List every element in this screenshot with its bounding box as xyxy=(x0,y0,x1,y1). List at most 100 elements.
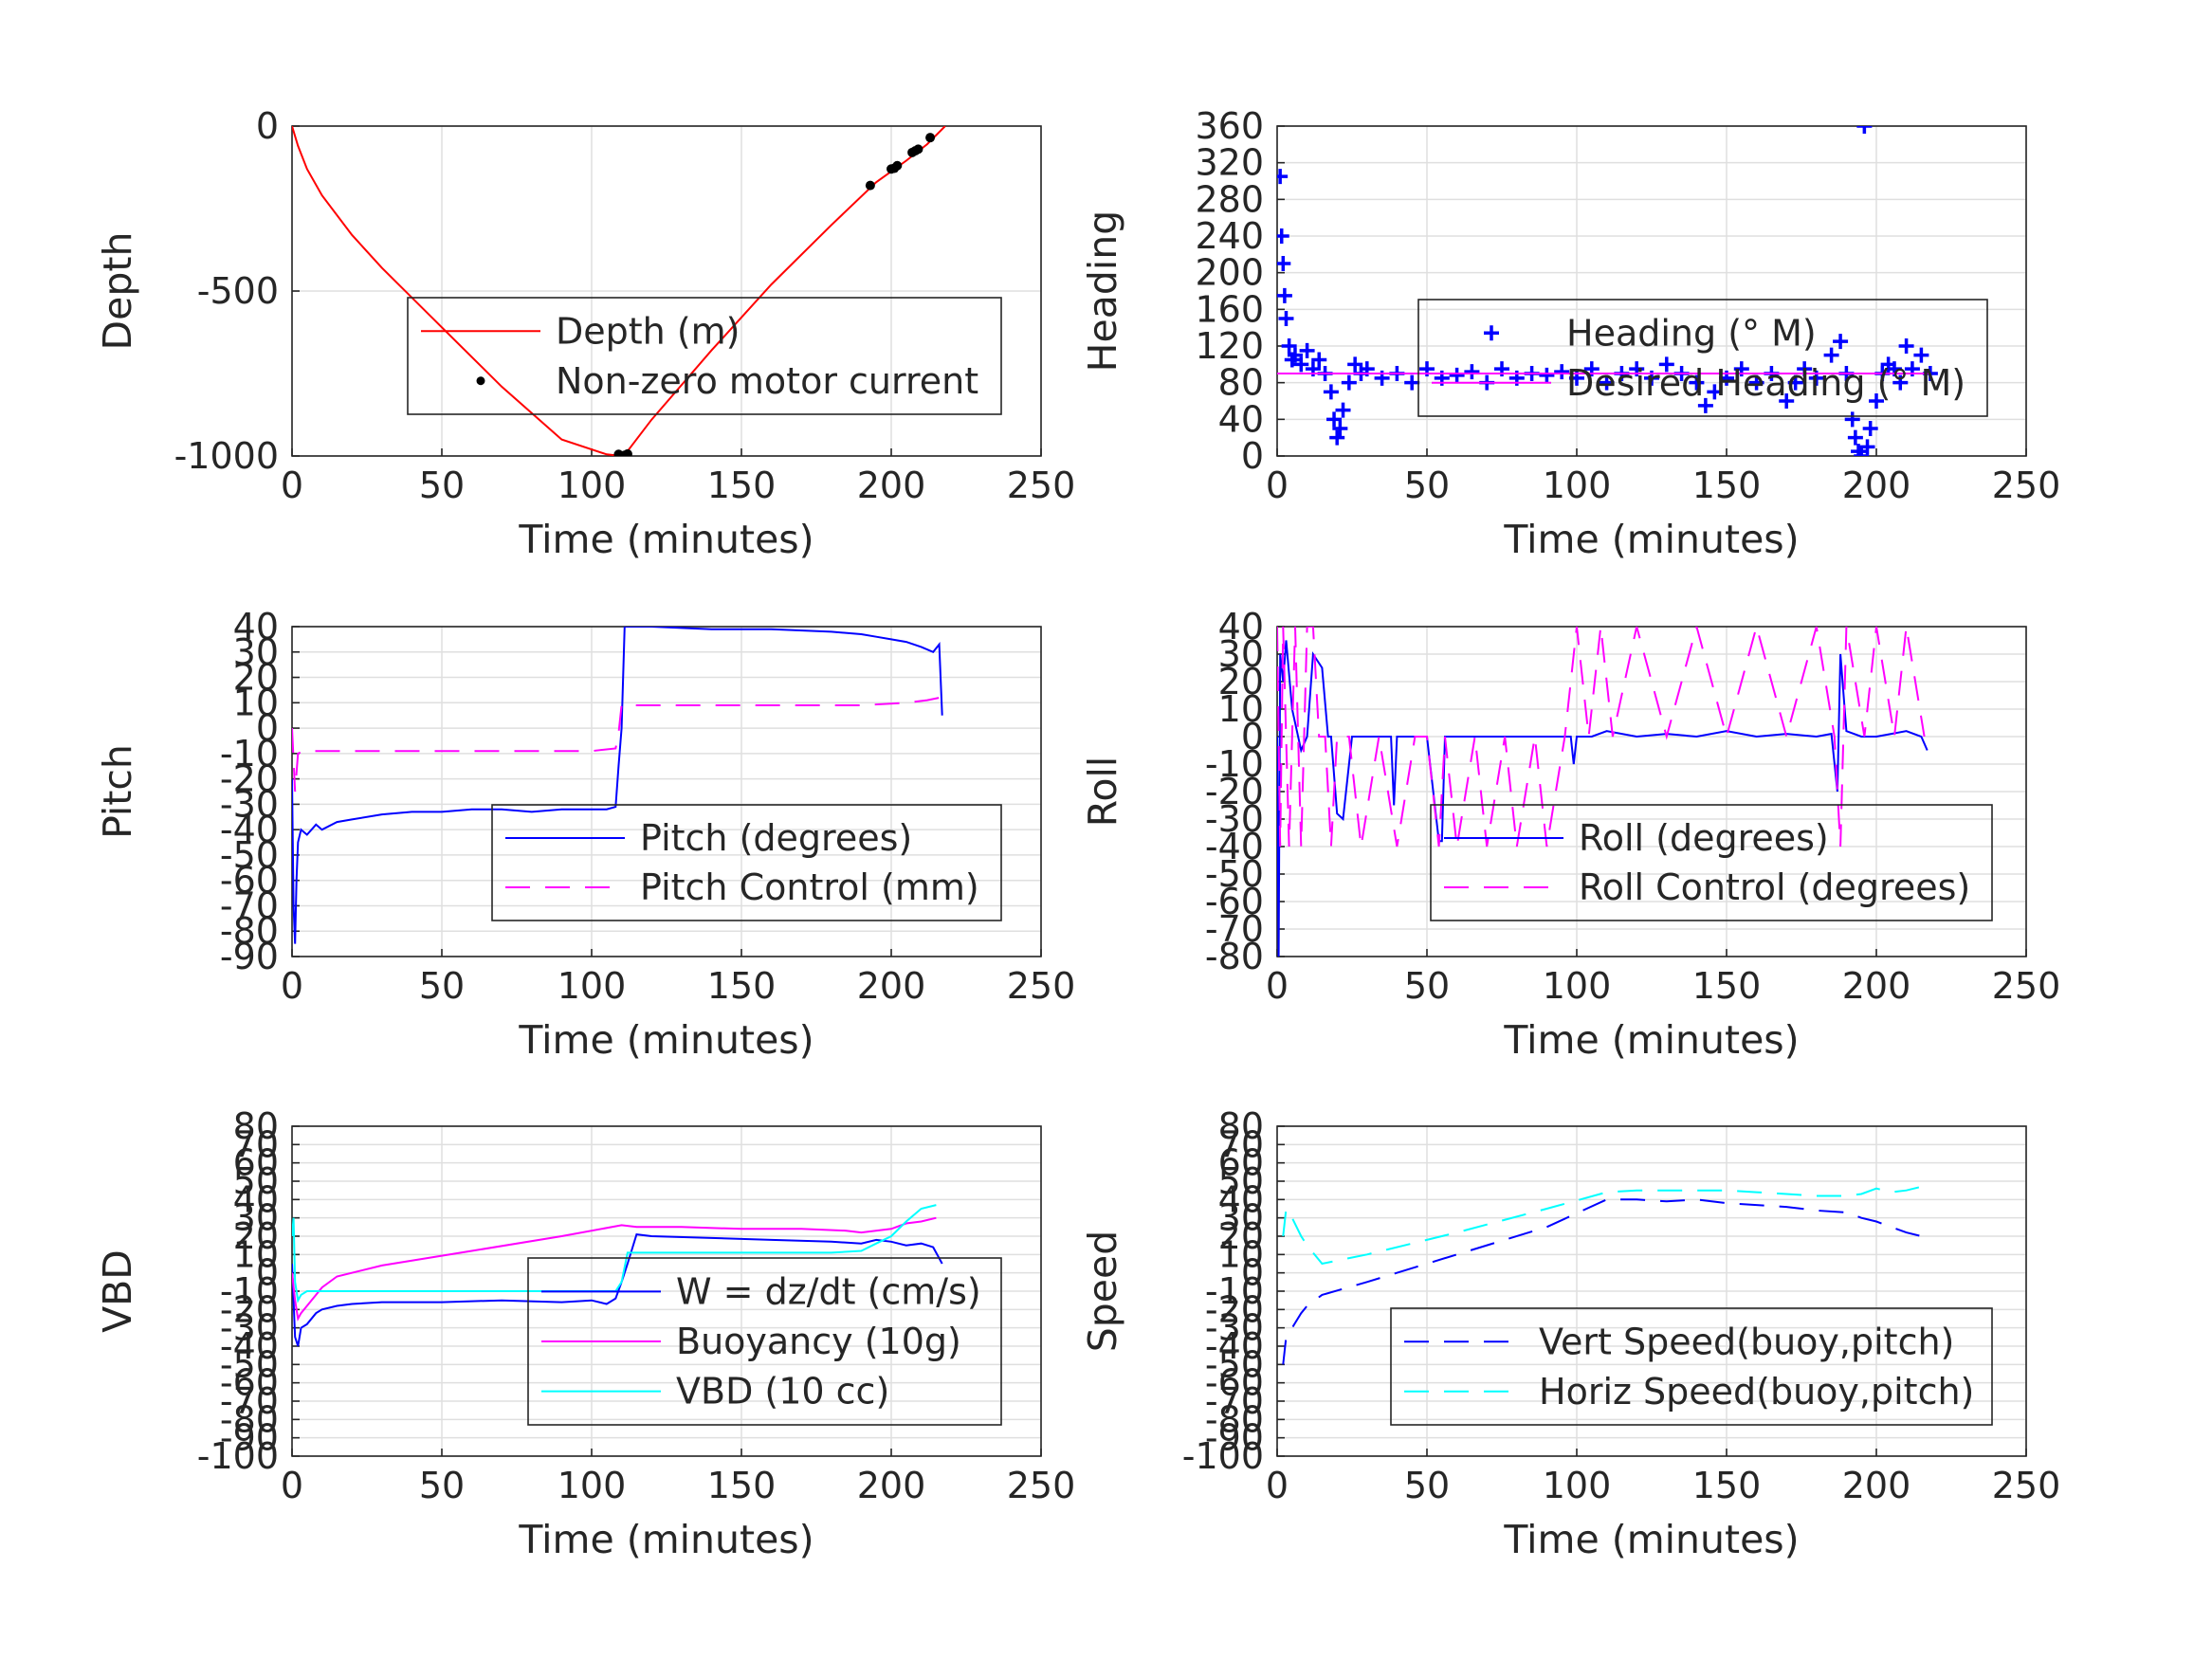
y-axis-label: Heading xyxy=(1080,210,1125,373)
x-tick-label: 50 xyxy=(1404,1465,1450,1506)
heading-marker xyxy=(1554,364,1570,380)
heading-marker xyxy=(1341,374,1357,391)
y-tick-label: 50 xyxy=(233,1160,279,1202)
y-tick-label: 30 xyxy=(1218,633,1264,675)
y-tick-label: -40 xyxy=(220,1325,279,1367)
x-tick-label: 200 xyxy=(857,465,926,506)
chart-1: 0 50 100 150 200 250 0 -500 -1000 Time (minutes) D… xyxy=(95,105,1075,562)
y-axis-label: Depth xyxy=(95,232,140,351)
y-tick-label: 40 xyxy=(1218,1178,1264,1220)
x-tick-label: 100 xyxy=(558,465,627,506)
motor-current-point xyxy=(865,180,875,191)
y-tick-label: -60 xyxy=(220,860,279,902)
x-tick-label: 100 xyxy=(558,1465,627,1506)
legend: Roll (degrees) Roll Control (degrees) xyxy=(1430,804,1993,921)
legend-box xyxy=(1417,299,1988,417)
heading-marker xyxy=(1898,338,1914,354)
y-tick-label: 10 xyxy=(233,1233,279,1275)
chart-3: 0 50 100 150 200 250403020100-10-20-30-40-50-… xyxy=(95,606,1075,1063)
y-tick-label: 20 xyxy=(233,1215,279,1257)
legend: Depth (m) Non-zero motor current xyxy=(407,297,1002,415)
y-tick-label: -80 xyxy=(220,910,279,952)
legend-box xyxy=(491,804,1002,921)
y-tick-label: -70 xyxy=(1205,1380,1264,1422)
y-tick-label: 10 xyxy=(233,682,279,723)
series-line-2 xyxy=(292,697,940,793)
heading-marker xyxy=(1599,374,1615,391)
x-tick-label: 200 xyxy=(1842,1465,1911,1506)
y-tick-label: 40 xyxy=(233,1178,279,1220)
chart-4: 0 50 100 150 200 250403020100-10-20-30-40-50-… xyxy=(1080,606,2060,1063)
y-tick-label: -70 xyxy=(220,1380,279,1422)
y-axis-label: Roll xyxy=(1080,757,1125,828)
y-tick-label: 10 xyxy=(1218,1233,1264,1275)
heading-marker xyxy=(1869,393,1884,409)
heading-marker xyxy=(1697,397,1713,413)
heading-marker xyxy=(1293,356,1309,373)
y-tick-label: 0 xyxy=(256,1252,279,1294)
data-layer xyxy=(292,126,946,456)
legend-box xyxy=(1430,804,1993,921)
y-tick-label: 0 xyxy=(256,105,279,147)
x-axis-label: Time (minutes) xyxy=(518,1017,814,1063)
y-tick-label: 20 xyxy=(1218,1215,1264,1257)
y-tick-label: -90 xyxy=(220,936,279,977)
legend-label: Non-zero motor current xyxy=(556,360,978,402)
motor-current-point xyxy=(925,133,936,143)
heading-marker xyxy=(1278,311,1294,326)
legend: Vert Speed(buoy,pitch) Horiz Speed(buoy,p… xyxy=(1390,1307,1993,1426)
y-tick-label: 0 xyxy=(1241,435,1264,477)
x-tick-label: 200 xyxy=(1842,965,1911,1007)
heading-marker xyxy=(1658,356,1674,373)
series-line-1 xyxy=(1277,640,1929,957)
heading-marker xyxy=(1779,393,1795,409)
y-tick-label: -30 xyxy=(220,1307,279,1349)
heading-marker xyxy=(1323,384,1339,400)
heading-marker xyxy=(1449,367,1465,383)
heading-marker xyxy=(1281,338,1297,354)
y-tick-label: 70 xyxy=(233,1123,279,1165)
heading-marker xyxy=(1277,228,1289,244)
y-tick-label: -10 xyxy=(220,1270,279,1312)
y-axis-label: VBD xyxy=(95,1249,140,1333)
x-tick-label: 200 xyxy=(857,965,926,1007)
y-tick-label: 20 xyxy=(1218,661,1264,702)
x-tick-label: 0 xyxy=(1266,1465,1289,1506)
heading-marker xyxy=(1847,429,1863,446)
legend-label: Buoyancy (10g) xyxy=(676,1321,961,1362)
y-tick-label: -90 xyxy=(220,1417,279,1459)
legend-label: VBD (10 cc) xyxy=(676,1371,889,1413)
y-tick-label: 40 xyxy=(1218,398,1264,440)
x-tick-label: 100 xyxy=(1543,965,1612,1007)
y-tick-label: -10 xyxy=(1205,1270,1264,1312)
y-tick-label: 40 xyxy=(233,606,279,647)
y-tick-label: 120 xyxy=(1195,325,1264,367)
x-tick-label: 150 xyxy=(707,965,777,1007)
x-tick-label: 150 xyxy=(707,465,777,506)
motor-current-point xyxy=(913,144,923,155)
y-tick-label: -40 xyxy=(1205,1325,1264,1367)
heading-marker xyxy=(1539,367,1555,383)
legend-label: Roll Control (degrees) xyxy=(1579,866,1970,908)
x-tick-label: 150 xyxy=(1692,1465,1762,1506)
series-line-1 xyxy=(292,1233,943,1347)
y-tick-label: -30 xyxy=(220,783,279,825)
y-tick-label: 320 xyxy=(1195,142,1264,184)
legend-label: Vert Speed(buoy,pitch) xyxy=(1539,1321,1954,1362)
data-layer xyxy=(292,627,943,944)
x-tick-label: 150 xyxy=(1692,465,1762,506)
y-tick-label: -100 xyxy=(197,1435,279,1477)
y-tick-label: -70 xyxy=(220,884,279,926)
heading-marker xyxy=(1404,374,1420,391)
heading-marker xyxy=(1823,347,1839,363)
legend-box xyxy=(407,297,1002,415)
x-tick-label: 250 xyxy=(1007,1465,1076,1506)
chart-2: 0 50 100 150 200 2500408012016020024028032036… xyxy=(1080,105,2060,562)
x-tick-label: 250 xyxy=(1007,965,1076,1007)
x-tick-label: 0 xyxy=(1266,465,1289,506)
legend-label: Pitch Control (mm) xyxy=(640,866,979,908)
legend-swatch xyxy=(476,376,485,386)
x-tick-label: 0 xyxy=(281,965,303,1007)
heading-marker xyxy=(1851,444,1867,456)
heading-marker xyxy=(1311,352,1327,368)
